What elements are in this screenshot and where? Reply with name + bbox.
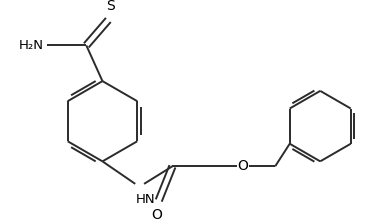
Text: H₂N: H₂N: [18, 39, 43, 52]
Text: HN: HN: [136, 193, 156, 206]
Text: O: O: [151, 208, 162, 222]
Text: S: S: [106, 0, 115, 13]
Text: O: O: [237, 159, 248, 173]
